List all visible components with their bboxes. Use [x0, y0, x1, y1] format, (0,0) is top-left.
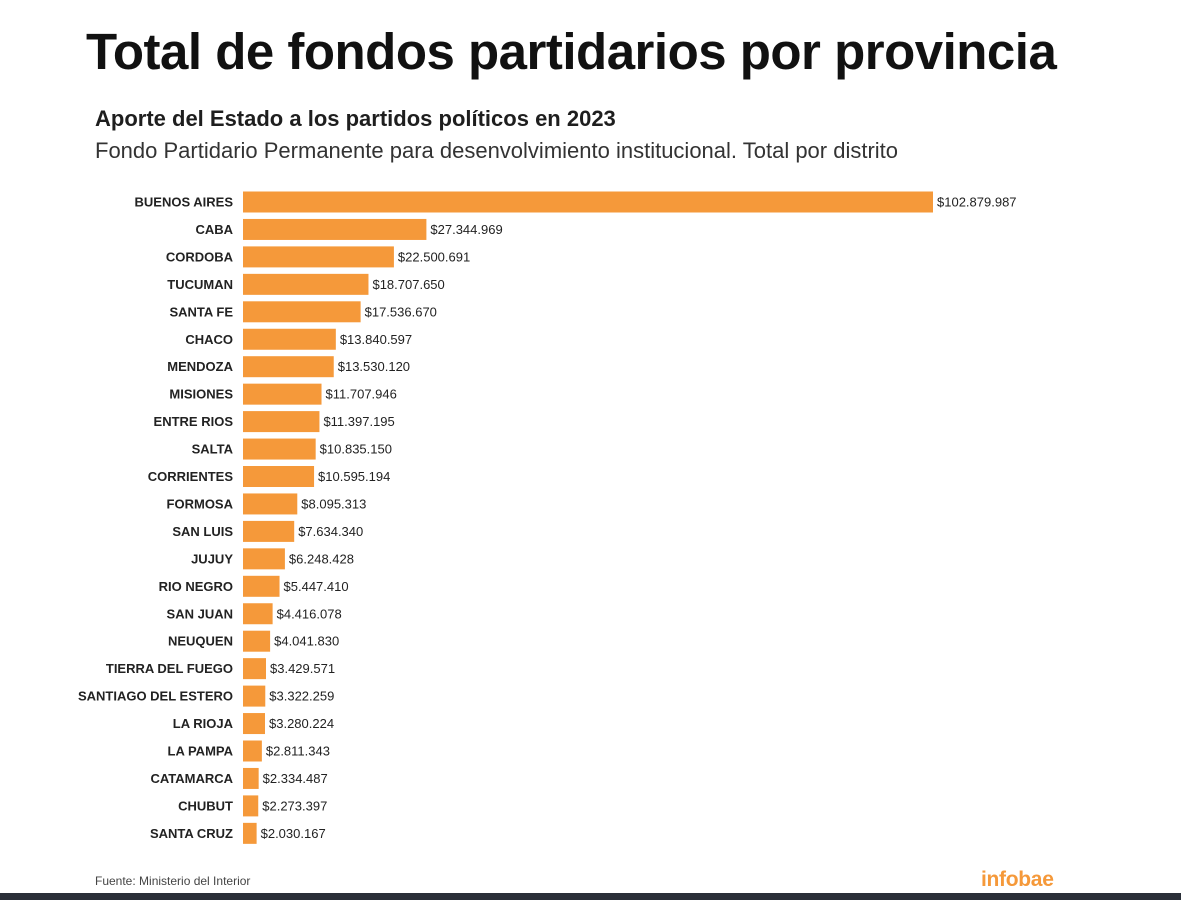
- bar-catamarca: [243, 767, 259, 789]
- bar-san-luis: [243, 520, 295, 542]
- category-label-tucuman: TUCUMAN: [167, 277, 233, 292]
- value-label-santa-fe: $17.536.670: [365, 304, 437, 319]
- bar-mendoza: [243, 356, 334, 378]
- chart-description: Fondo Partidario Permanente para desenvo…: [95, 138, 899, 163]
- category-label-san-luis: SAN LUIS: [172, 524, 233, 539]
- bar-la-pampa: [243, 740, 262, 762]
- category-label-santiago-del-estero: SANTIAGO DEL ESTERO: [78, 689, 233, 704]
- bar-tierra-del-fuego: [243, 658, 266, 680]
- bar-santa-cruz: [243, 822, 257, 844]
- chart-subtitle: Aporte del Estado a los partidos polític…: [95, 106, 616, 131]
- source-note: Fuente: Ministerio del Interior: [95, 874, 251, 888]
- category-label-misiones: MISIONES: [169, 387, 233, 402]
- bar-la-rioja: [243, 713, 265, 735]
- chart-title: Total de fondos partidarios por provinci…: [86, 23, 1057, 80]
- bar-santa-fe: [243, 301, 361, 323]
- value-label-jujuy: $6.248.428: [289, 551, 354, 566]
- bar-caba: [243, 218, 427, 240]
- category-label-caba: CABA: [195, 222, 233, 237]
- category-label-catamarca: CATAMARCA: [150, 771, 233, 786]
- bar-formosa: [243, 493, 298, 515]
- value-label-neuquen: $4.041.830: [274, 634, 339, 649]
- value-label-misiones: $11.707.946: [326, 387, 397, 402]
- value-label-chubut: $2.273.397: [262, 798, 327, 813]
- category-label-cordoba: CORDOBA: [166, 249, 234, 264]
- bar-buenos-aires: [243, 191, 933, 213]
- value-label-cordoba: $22.500.691: [398, 249, 470, 264]
- value-label-santiago-del-estero: $3.322.259: [269, 689, 334, 704]
- value-label-caba: $27.344.969: [430, 222, 502, 237]
- value-label-chaco: $13.840.597: [340, 332, 412, 347]
- category-label-buenos-aires: BUENOS AIRES: [135, 195, 234, 210]
- bar-santiago-del-estero: [243, 685, 266, 707]
- category-label-entre-rios: ENTRE RIOS: [154, 414, 234, 429]
- value-label-buenos-aires: $102.879.987: [937, 195, 1017, 210]
- bar-chubut: [243, 795, 259, 817]
- category-label-rio-negro: RIO NEGRO: [159, 579, 233, 594]
- value-label-catamarca: $2.334.487: [263, 771, 328, 786]
- category-label-chubut: CHUBUT: [178, 798, 233, 813]
- bar-jujuy: [243, 548, 285, 570]
- bar-corrientes: [243, 466, 315, 487]
- category-label-corrientes: CORRIENTES: [148, 469, 234, 484]
- bar-chaco: [243, 328, 336, 350]
- bar-cordoba: [243, 246, 394, 268]
- category-label-la-pampa: LA PAMPA: [168, 744, 234, 759]
- category-label-santa-fe: SANTA FE: [169, 304, 233, 319]
- value-label-la-rioja: $3.280.224: [269, 716, 334, 731]
- category-label-tierra-del-fuego: TIERRA DEL FUEGO: [106, 661, 233, 676]
- value-label-la-pampa: $2.811.343: [266, 744, 330, 759]
- category-label-salta: SALTA: [192, 442, 234, 457]
- bar-neuquen: [243, 630, 271, 652]
- value-label-corrientes: $10.595.194: [318, 469, 390, 484]
- value-label-rio-negro: $5.447.410: [284, 579, 349, 594]
- bottom-border: [0, 893, 1181, 900]
- bar-chart: BUENOS AIRES $102.879.987 CABA $27.344.969 C…: [78, 191, 1017, 844]
- bar-san-juan: [243, 603, 273, 625]
- infobae-logo: infobae: [981, 868, 1054, 891]
- category-label-la-rioja: LA RIOJA: [173, 716, 234, 731]
- value-label-mendoza: $13.530.120: [338, 359, 410, 374]
- bar-tucuman: [243, 273, 369, 295]
- category-label-santa-cruz: SANTA CRUZ: [150, 826, 233, 841]
- bar-misiones: [243, 383, 322, 405]
- category-label-chaco: CHACO: [185, 332, 233, 347]
- bar-rio-negro: [243, 575, 280, 597]
- category-label-san-juan: SAN JUAN: [167, 606, 233, 621]
- category-label-jujuy: JUJUY: [191, 551, 233, 566]
- bar-entre-rios: [243, 411, 320, 433]
- value-label-salta: $10.835.150: [320, 442, 392, 457]
- value-label-tucuman: $18.707.650: [372, 277, 444, 292]
- value-label-formosa: $8.095.313: [301, 496, 366, 511]
- value-label-santa-cruz: $2.030.167: [261, 826, 326, 841]
- category-label-formosa: FORMOSA: [167, 496, 234, 511]
- value-label-tierra-del-fuego: $3.429.571: [270, 661, 335, 676]
- value-label-san-juan: $4.416.078: [277, 606, 342, 621]
- category-label-neuquen: NEUQUEN: [168, 634, 233, 649]
- value-label-entre-rios: $11.397.195: [323, 414, 394, 429]
- value-label-san-luis: $7.634.340: [298, 524, 363, 539]
- category-label-mendoza: MENDOZA: [167, 359, 233, 374]
- bar-salta: [243, 438, 316, 460]
